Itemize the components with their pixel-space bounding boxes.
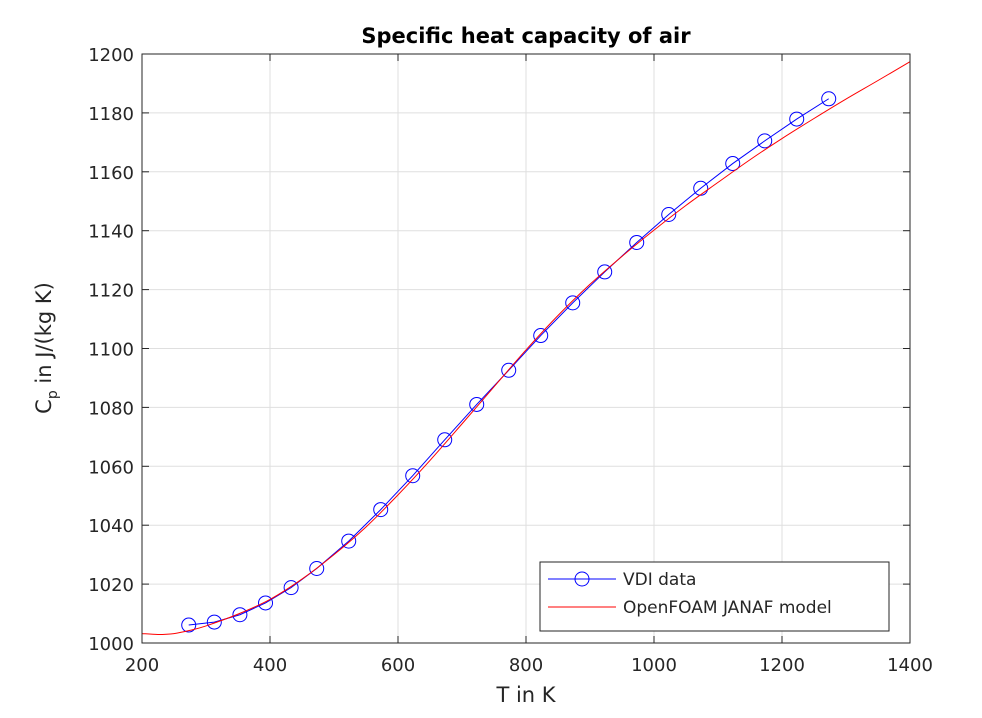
y-tick-label: 1180 [88, 104, 134, 125]
legend-vdi-label: VDI data [623, 570, 696, 590]
y-axis-label-subscript: p [45, 390, 61, 399]
x-tick-label: 600 [381, 655, 415, 676]
x-tick-label: 800 [509, 655, 543, 676]
x-tick-label: 1200 [759, 655, 805, 676]
data-point-marker [232, 607, 248, 623]
x-tick-label: 1000 [631, 655, 677, 676]
data-point-marker [501, 362, 517, 378]
data-point-marker [821, 91, 837, 107]
data-point-marker [206, 614, 222, 630]
y-tick-label: 1160 [88, 163, 134, 184]
data-point-marker [258, 595, 274, 611]
y-tick-label: 1060 [88, 457, 134, 478]
y-tick-label: 1020 [88, 575, 134, 596]
y-tick-label: 1040 [88, 516, 134, 537]
y-tick-label: 1000 [88, 634, 134, 655]
data-point-marker [373, 502, 389, 518]
data-point-marker [661, 207, 677, 223]
data-point-marker [181, 617, 197, 633]
data-point-marker [405, 468, 421, 484]
series-line-1 [141, 61, 911, 635]
y-axis-label-rest: in J/(kg K) [32, 282, 56, 390]
series-line-0 [188, 98, 829, 626]
legend-vdi-marker [574, 571, 590, 587]
x-tick-label: 1400 [887, 655, 933, 676]
data-point-marker [757, 133, 773, 149]
y-tick-label: 1080 [88, 398, 134, 419]
data-point-marker [565, 295, 581, 311]
x-tick-label: 400 [253, 655, 287, 676]
data-point-marker [309, 560, 325, 576]
y-tick-label: 1200 [88, 45, 134, 66]
series-layer [141, 61, 911, 635]
data-point-marker [533, 328, 549, 344]
data-point-marker [437, 432, 453, 448]
x-tick-label: 200 [125, 655, 159, 676]
x-axis-label: T in K [495, 683, 556, 707]
legend-box [539, 561, 890, 632]
data-point-marker [725, 156, 741, 172]
data-point-marker [789, 111, 805, 127]
legend-janaf-label: OpenFOAM JANAF model [623, 598, 832, 618]
y-axis-label: Cp in J/(kg K) [32, 282, 61, 414]
chart-title: Specific heat capacity of air [361, 24, 691, 48]
y-axis-label-main: C [32, 399, 56, 414]
legend: VDI data OpenFOAM JANAF model [539, 561, 890, 632]
tick-layer: 200 400 600 800 1000 1200 1400 1000 1020 1040 1060… [88, 45, 933, 676]
y-tick-label: 1140 [88, 222, 134, 243]
data-point-marker [283, 580, 299, 596]
data-point-marker [629, 234, 645, 250]
data-point-marker [597, 264, 613, 280]
y-tick-label: 1100 [88, 340, 134, 361]
data-point-marker [469, 396, 485, 412]
data-point-marker [341, 533, 357, 549]
y-tick-label: 1120 [88, 281, 134, 302]
